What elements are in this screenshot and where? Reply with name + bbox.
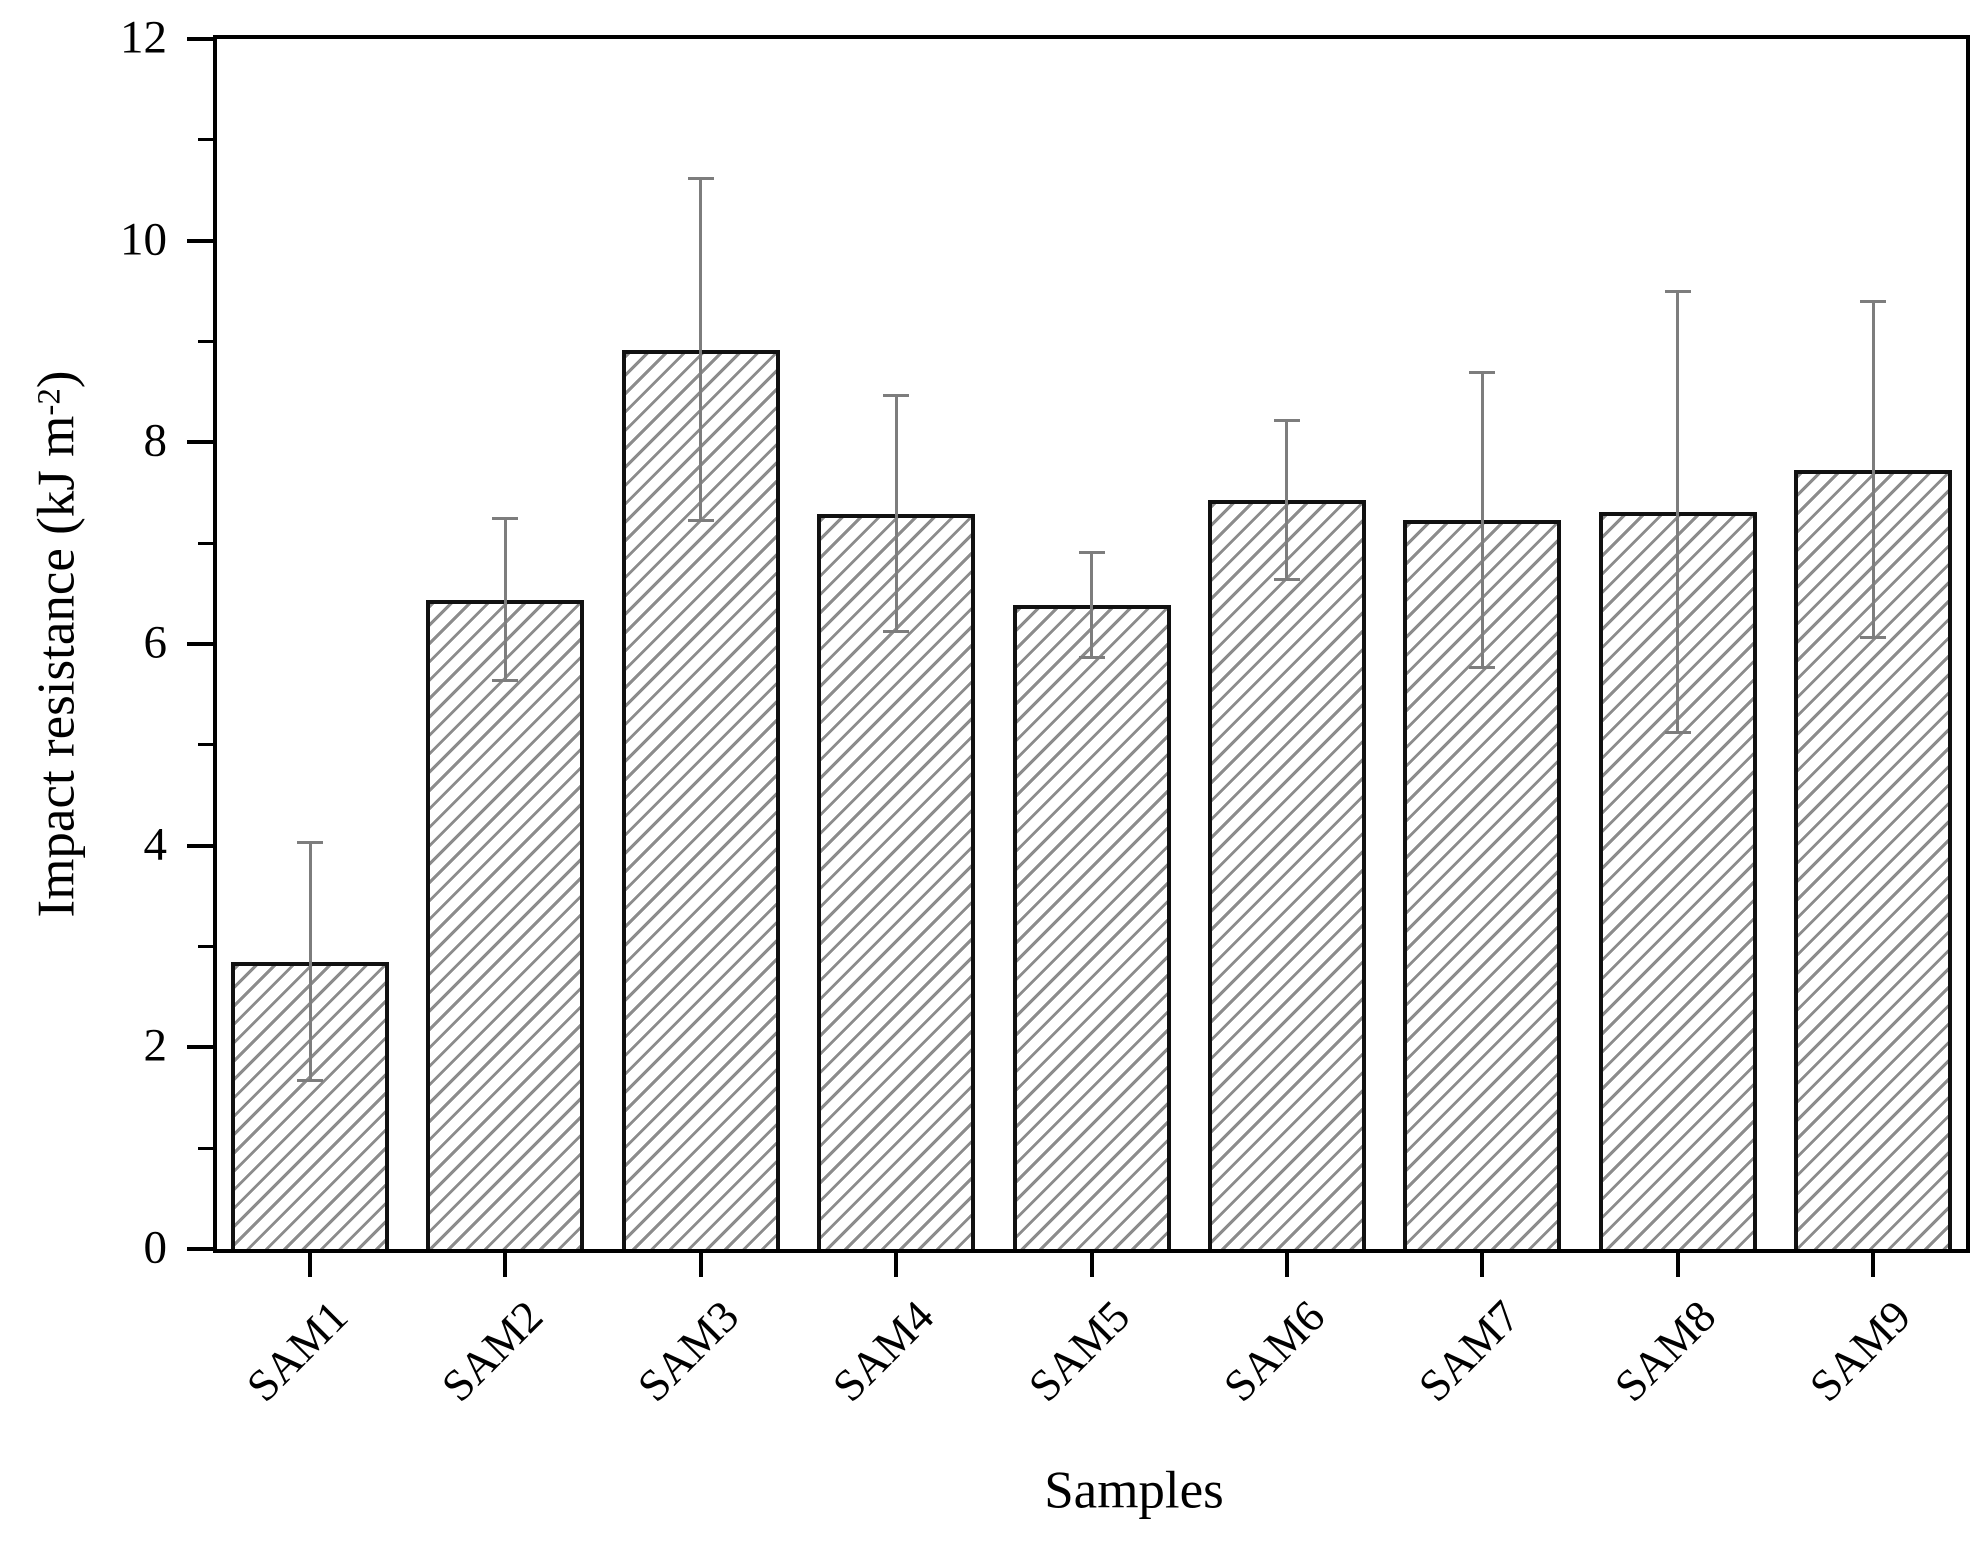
x-tick-SAM9 <box>1871 1253 1875 1277</box>
error-cap-bottom-SAM4 <box>883 630 910 634</box>
error-bar-SAM7 <box>1480 372 1484 668</box>
x-tick-SAM6 <box>1284 1253 1289 1277</box>
error-cap-top-SAM2 <box>492 517 519 521</box>
error-bar-SAM3 <box>699 178 703 521</box>
y-axis-title-close: ) <box>27 370 86 389</box>
y-minor-tick-11 <box>198 138 213 142</box>
y-minor-tick-1 <box>198 1146 213 1150</box>
error-bar-SAM6 <box>1285 420 1289 580</box>
x-tick-label-SAM2: SAM2 <box>432 1290 553 1412</box>
x-tick-label-SAM1: SAM1 <box>236 1290 358 1412</box>
y-minor-tick-9 <box>198 340 213 343</box>
y-major-tick-4 <box>187 843 213 848</box>
x-tick-label-SAM8: SAM8 <box>1604 1290 1725 1412</box>
error-bar-SAM1 <box>308 842 312 1081</box>
x-tick-label-SAM7: SAM7 <box>1409 1290 1530 1412</box>
error-cap-bottom-SAM1 <box>297 1079 323 1083</box>
bar-SAM6 <box>1207 500 1366 1249</box>
y-minor-tick-3 <box>198 945 213 948</box>
y-minor-tick-5 <box>198 743 213 747</box>
x-tick-SAM4 <box>894 1253 899 1277</box>
error-cap-bottom-SAM9 <box>1860 636 1886 640</box>
x-tick-label-SAM5: SAM5 <box>1018 1290 1139 1412</box>
error-cap-top-SAM6 <box>1273 418 1300 422</box>
error-cap-bottom-SAM5 <box>1078 655 1105 659</box>
error-bar-SAM2 <box>503 518 507 681</box>
error-cap-top-SAM7 <box>1469 371 1496 375</box>
x-tick-SAM1 <box>308 1253 312 1277</box>
error-cap-top-SAM1 <box>297 841 323 845</box>
x-tick-label-SAM6: SAM6 <box>1213 1290 1335 1412</box>
y-minor-tick-7 <box>198 541 213 545</box>
bar-SAM5 <box>1012 605 1171 1249</box>
y-tick-label-10: 10 <box>120 213 167 266</box>
y-major-tick-2 <box>187 1045 213 1050</box>
error-cap-top-SAM4 <box>883 394 910 398</box>
error-cap-bottom-SAM3 <box>687 519 714 523</box>
error-bar-SAM9 <box>1871 301 1875 638</box>
y-tick-label-6: 6 <box>143 616 168 669</box>
plot-area <box>213 35 1970 1253</box>
y-major-tick-0 <box>187 1247 213 1251</box>
y-major-tick-12 <box>187 37 213 41</box>
bar-SAM4 <box>817 514 976 1249</box>
y-tick-label-0: 0 <box>143 1221 168 1274</box>
error-cap-top-SAM9 <box>1860 299 1886 303</box>
x-tick-label-SAM4: SAM4 <box>823 1290 944 1412</box>
y-major-tick-8 <box>187 440 213 445</box>
x-tick-SAM2 <box>503 1253 508 1277</box>
error-cap-top-SAM3 <box>687 176 714 180</box>
x-axis-title: Samples <box>1044 1461 1224 1520</box>
bar-SAM8 <box>1598 512 1757 1249</box>
error-cap-bottom-SAM8 <box>1664 731 1691 735</box>
x-tick-SAM7 <box>1480 1253 1485 1277</box>
y-axis-title-text: Impact resistance (kJ m <box>27 415 86 918</box>
x-tick-label-SAM3: SAM3 <box>627 1290 748 1412</box>
y-tick-label-8: 8 <box>143 414 168 467</box>
y-major-tick-6 <box>187 642 213 646</box>
y-axis-title: Impact resistance (kJ m-2) <box>27 370 86 918</box>
x-tick-SAM5 <box>1089 1253 1094 1277</box>
error-bar-SAM5 <box>1090 552 1093 658</box>
error-bar-SAM8 <box>1676 291 1680 733</box>
error-cap-top-SAM5 <box>1078 550 1105 554</box>
error-cap-bottom-SAM6 <box>1273 577 1300 581</box>
y-tick-label-2: 2 <box>143 1019 168 1072</box>
error-cap-bottom-SAM7 <box>1469 665 1496 669</box>
error-cap-top-SAM8 <box>1664 289 1691 293</box>
error-bar-SAM4 <box>894 395 898 632</box>
y-axis-title-superscript: -2 <box>31 388 68 416</box>
y-tick-label-4: 4 <box>143 818 168 871</box>
error-cap-bottom-SAM2 <box>492 678 519 682</box>
bar-SAM7 <box>1403 520 1562 1249</box>
y-tick-label-12: 12 <box>120 11 167 64</box>
x-tick-SAM8 <box>1675 1253 1680 1277</box>
x-tick-label-SAM9: SAM9 <box>1799 1290 1921 1412</box>
x-tick-SAM3 <box>698 1253 703 1277</box>
bar-SAM2 <box>426 600 585 1249</box>
y-major-tick-10 <box>187 238 213 243</box>
